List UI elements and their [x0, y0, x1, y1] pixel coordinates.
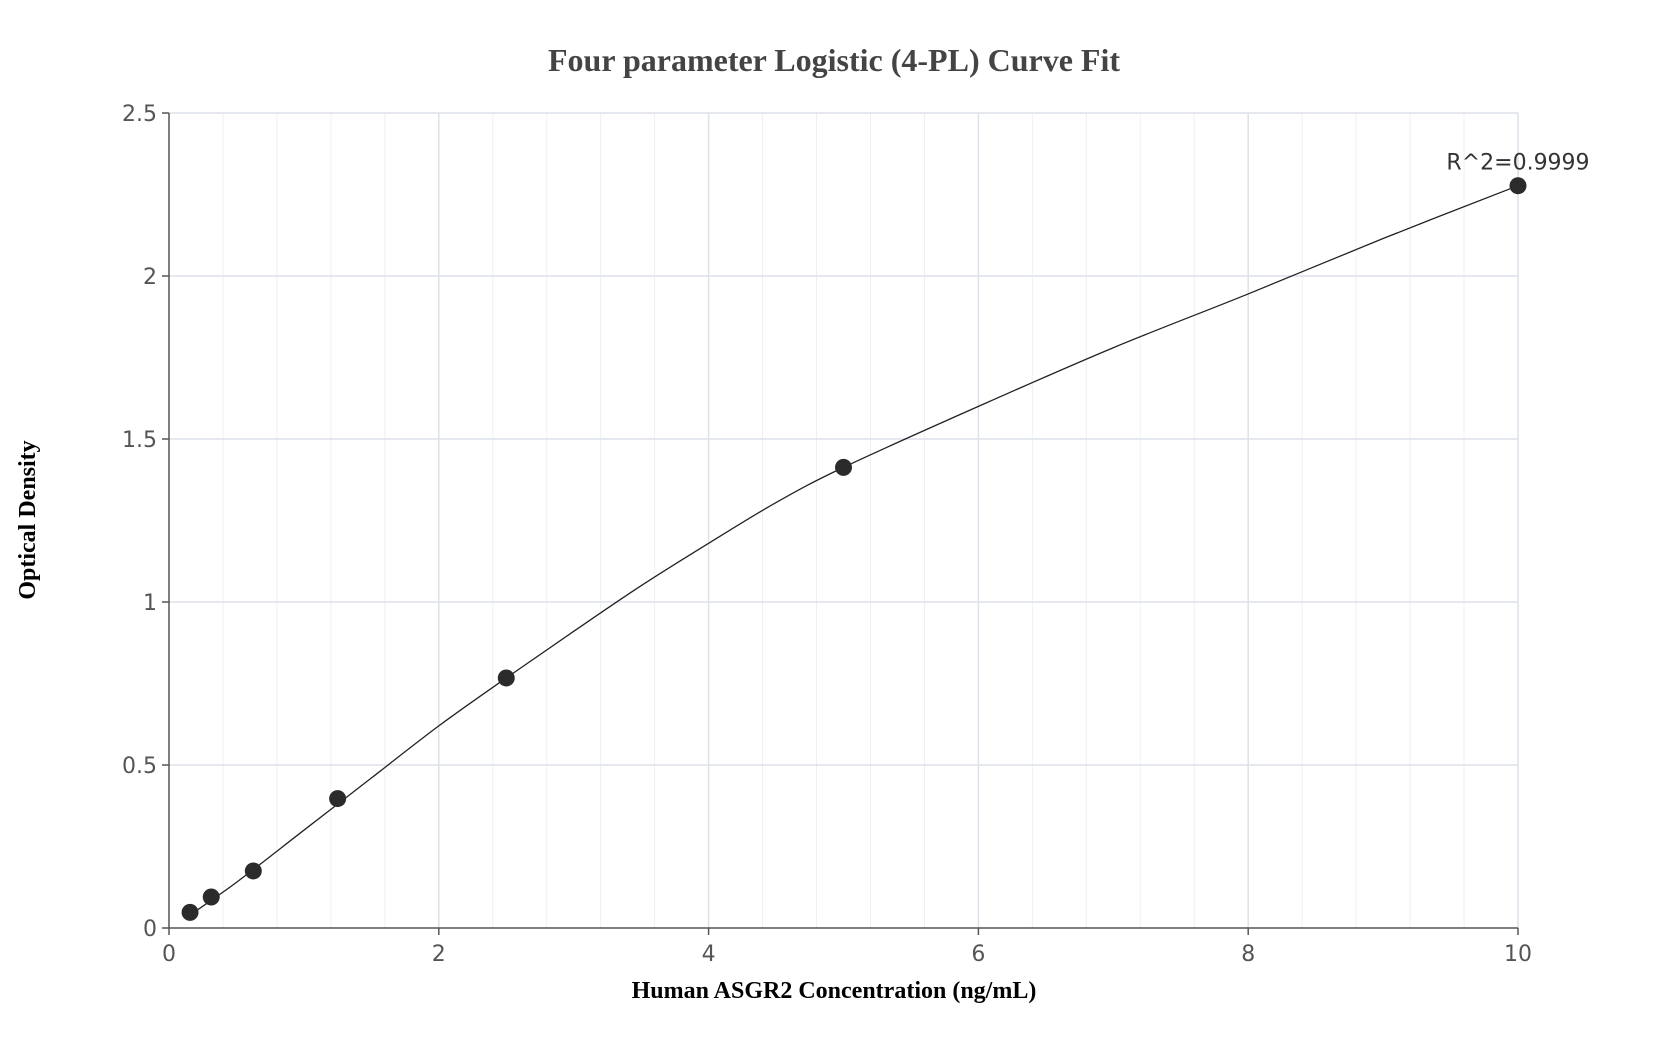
y-tick-labels: 0 0.5 1 1.5 2 2.5 [122, 102, 157, 942]
x-tick-label: 2 [432, 942, 446, 967]
data-point [202, 888, 220, 906]
y-tick-label: 0 [143, 917, 157, 942]
y-tick-label: 0.5 [122, 754, 157, 779]
x-tick-label: 8 [1241, 942, 1255, 967]
y-axis-title: Optical Density [15, 440, 41, 599]
r-squared-annotation: R^2=0.9999 [1446, 151, 1589, 176]
data-point [244, 862, 262, 880]
major-grid [169, 112, 1519, 928]
y-tick-label: 1 [143, 591, 157, 616]
data-points [181, 177, 1527, 921]
x-tick-labels: 0 2 4 6 8 10 [162, 942, 1532, 967]
y-tick-label: 2.5 [122, 102, 157, 127]
x-tick-label: 4 [702, 942, 716, 967]
data-point [181, 903, 199, 921]
x-tick-label: 10 [1504, 942, 1532, 967]
x-tick-label: 6 [971, 942, 985, 967]
chart-title: Four parameter Logistic (4-PL) Curve Fit [548, 42, 1120, 78]
x-axis-title: Human ASGR2 Concentration (ng/mL) [632, 978, 1037, 1004]
data-point [329, 790, 347, 808]
minor-grid [222, 113, 1465, 928]
y-tick-label: 1.5 [122, 428, 157, 453]
axes [162, 112, 1519, 935]
data-point [835, 458, 852, 476]
data-point [497, 669, 515, 687]
data-point [1509, 177, 1527, 195]
fit-curve [189, 185, 1519, 916]
x-tick-label: 0 [162, 942, 176, 967]
y-tick-label: 2 [143, 265, 157, 290]
